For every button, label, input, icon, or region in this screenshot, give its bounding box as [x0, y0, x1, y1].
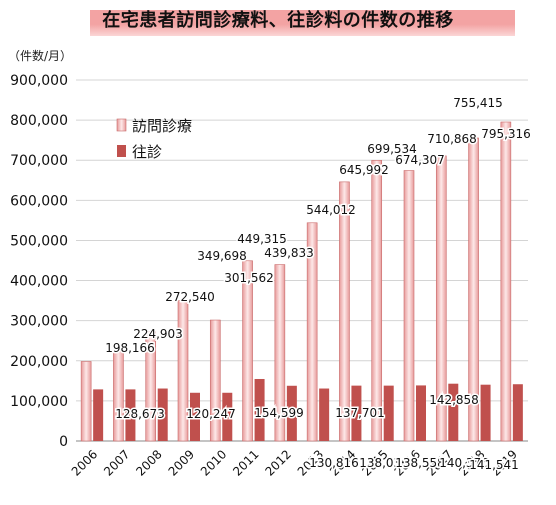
- y-tick-label: 900,000: [10, 73, 68, 89]
- data-label-visit: 439,833: [264, 246, 314, 260]
- bar-house-call-2019: [512, 384, 523, 441]
- data-label-visit: 301,562: [224, 271, 274, 285]
- bar-visit-2009: [177, 300, 189, 442]
- bar-house-call-2017: [448, 383, 459, 441]
- bar-visit-2014: [339, 181, 350, 442]
- data-label-visit: 224,903: [133, 327, 183, 341]
- x-tick-label: 2006: [69, 447, 100, 478]
- data-label-visit: 795,316: [481, 127, 531, 141]
- bar-house-call-2008: [157, 388, 168, 441]
- y-axis-unit: （件数/月）: [8, 49, 73, 63]
- bar-house-call-2007: [125, 389, 136, 441]
- legend-swatch-house-call: [117, 145, 126, 157]
- bar-visit-2007: [113, 350, 124, 442]
- bar-visit-2008: [145, 331, 157, 442]
- y-tick-label: 100,000: [10, 394, 68, 410]
- data-label-visit: 544,012: [306, 203, 356, 217]
- data-label-house-call: 142,858: [429, 393, 479, 407]
- bar-visit-2019: [500, 121, 512, 442]
- legend-label-visit: 訪問診療: [132, 117, 192, 135]
- bar-visit-2006: [80, 361, 92, 442]
- bar-house-call-2015: [383, 385, 394, 441]
- bar-visit-2016: [403, 170, 415, 442]
- data-label-house-call: 141,541: [469, 458, 519, 472]
- data-label-house-call: 154,599: [254, 406, 304, 420]
- bar-house-call-2018: [480, 384, 491, 441]
- bar-visit-2013: [306, 222, 318, 442]
- bar-visit-2010: [209, 319, 221, 442]
- data-label-visit: 198,166: [105, 341, 155, 355]
- bar-visit-2017: [435, 155, 447, 442]
- y-tick-label: 700,000: [10, 153, 68, 169]
- bar-house-call-2016: [416, 385, 426, 441]
- chart-title: 在宅患者訪問診療料、往診料の件数の推移: [102, 10, 454, 31]
- legend-label-house-call: 往診: [132, 143, 162, 161]
- bar-visit-2011: [242, 260, 253, 442]
- x-tick-label: 2010: [198, 447, 229, 478]
- bar-house-call-2013: [319, 388, 330, 441]
- data-label-visit: 674,307: [395, 153, 445, 167]
- y-tick-label: 0: [59, 434, 68, 450]
- y-tick-label: 500,000: [10, 233, 68, 249]
- x-tick-label: 2009: [166, 447, 197, 478]
- y-tick-label: 600,000: [10, 193, 68, 209]
- x-tick-label: 2007: [101, 447, 132, 478]
- y-tick-label: 300,000: [10, 314, 68, 330]
- data-label-visit: 449,315: [237, 232, 287, 246]
- data-label-house-call: 137,701: [335, 406, 385, 420]
- x-tick-label: 2012: [262, 447, 293, 478]
- x-tick-label: 2011: [230, 447, 261, 478]
- bar-house-call-2012: [286, 385, 297, 441]
- data-label-visit: 710,868: [427, 132, 477, 146]
- y-tick-labels: 0 100,000 200,000 300,000 400,000 500,000 600,…: [10, 73, 68, 450]
- data-label-visit: 755,415: [453, 96, 503, 110]
- y-tick-label: 400,000: [10, 274, 68, 290]
- bars: [80, 121, 523, 442]
- bar-visit-2012: [274, 264, 286, 442]
- data-label-visit: 699,534: [367, 142, 417, 156]
- data-label-visit: 645,992: [339, 163, 389, 177]
- x-tick-label: 2008: [133, 447, 164, 478]
- bar-house-call-2011: [254, 378, 265, 441]
- bar-visit-2018: [468, 137, 479, 442]
- y-tick-label: 200,000: [10, 354, 68, 370]
- bar-house-call-2006: [93, 389, 104, 441]
- data-label-house-call: 128,673: [115, 407, 165, 421]
- bar-house-call-2014: [351, 385, 362, 441]
- bar-visit-2015: [371, 160, 383, 442]
- legend-swatch-visit: [116, 118, 127, 132]
- y-tick-label: 800,000: [10, 113, 68, 129]
- data-label-house-call: 120,247: [186, 407, 236, 421]
- data-label-house-call: 140,376: [439, 456, 489, 470]
- data-label-house-call: 138,558: [395, 456, 445, 470]
- data-label-house-call: 138,036: [359, 456, 409, 470]
- data-label-house-call: 130,816: [309, 456, 359, 470]
- data-label-visit: 272,540: [165, 290, 215, 304]
- bar-house-call-2009: [190, 392, 200, 441]
- bar-house-call-2010: [222, 392, 233, 441]
- data-label-visit: 349,698: [197, 249, 247, 263]
- title-band: [90, 10, 515, 36]
